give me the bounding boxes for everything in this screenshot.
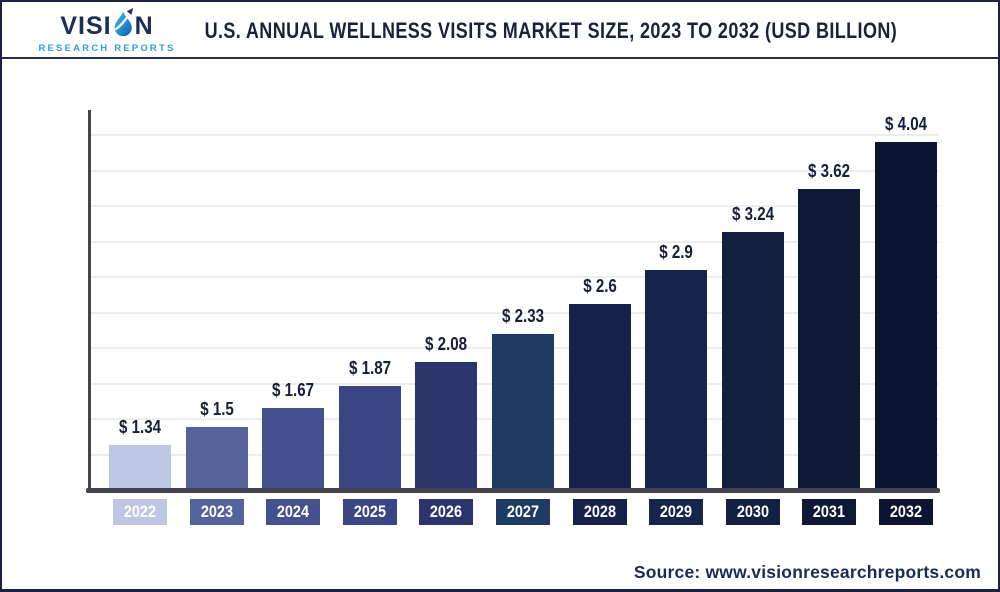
- title-area: U.S. ANNUAL WELLNESS VISITS MARKET SIZE,…: [108, 2, 994, 59]
- bar-value-label: $ 2.33: [501, 306, 545, 326]
- x-axis-label-2022: 2022: [113, 499, 167, 525]
- bar-value-label: $ 1.34: [118, 417, 162, 437]
- bar-2030: [721, 232, 784, 489]
- x-axis-label-2023: 2023: [189, 499, 244, 525]
- brand-logo: VISI N RES: [32, 8, 182, 54]
- x-axis-label-2024: 2024: [266, 499, 321, 525]
- x-axis-line: [86, 488, 940, 493]
- x-axis-label-2027: 2027: [496, 499, 550, 525]
- header: VISI N RES: [2, 2, 998, 59]
- bar-value-label: $ 3.24: [731, 204, 774, 224]
- x-axis-label-2028: 2028: [572, 499, 627, 525]
- y-axis-line: [88, 110, 91, 493]
- x-axis-label-2032: 2032: [879, 499, 933, 525]
- page-title: U.S. ANNUAL WELLNESS VISITS MARKET SIZE,…: [204, 17, 898, 43]
- x-axis-label-2029: 2029: [649, 499, 704, 525]
- logo-wordmark: VISI N: [32, 8, 182, 42]
- bar-value-label: $ 4.04: [884, 114, 928, 134]
- bar-2023: [185, 427, 248, 489]
- bar-value-label: $ 1.87: [348, 358, 391, 378]
- gridline: [90, 169, 939, 172]
- bar-2022: [109, 445, 171, 489]
- x-axis-label-2026: 2026: [419, 499, 474, 525]
- source-attribution: Source: www.visionresearchreports.com: [633, 562, 981, 582]
- gridline: [90, 205, 939, 207]
- bar-2025: [338, 386, 401, 489]
- bar-2028: [568, 304, 631, 489]
- bar-2031: [798, 189, 861, 489]
- droplet-arrow-icon: [113, 8, 134, 41]
- logo-word-start: VISI: [60, 11, 112, 40]
- gridline: [90, 134, 939, 136]
- gridline: [90, 240, 939, 243]
- gridline: [90, 276, 939, 278]
- x-axis-label-2031: 2031: [802, 499, 857, 525]
- logo-word-end: N: [134, 11, 154, 40]
- gridline: [90, 311, 939, 314]
- x-axis-label-2025: 2025: [342, 499, 397, 525]
- bar-2032: [875, 142, 937, 489]
- bar-2024: [262, 408, 325, 489]
- bar-value-label: $ 3.62: [808, 161, 851, 181]
- bar-2027: [492, 334, 554, 489]
- bar-2029: [645, 270, 708, 489]
- bar-value-label: $ 1.5: [199, 399, 234, 419]
- x-axis-label-2030: 2030: [725, 499, 780, 525]
- bar-chart: $ 1.34 2022 $ 1.5 2023 $ 1.67 2024 $ 1.87 2025 $…: [2, 61, 998, 589]
- bar-value-label: $ 1.67: [272, 380, 315, 400]
- bar-value-label: $ 2.6: [582, 276, 617, 296]
- bar-value-label: $ 2.9: [659, 242, 693, 262]
- logo-subtitle: RESEARCH REPORTS: [38, 43, 176, 54]
- bar-2026: [415, 362, 478, 489]
- bar-value-label: $ 2.08: [425, 334, 468, 354]
